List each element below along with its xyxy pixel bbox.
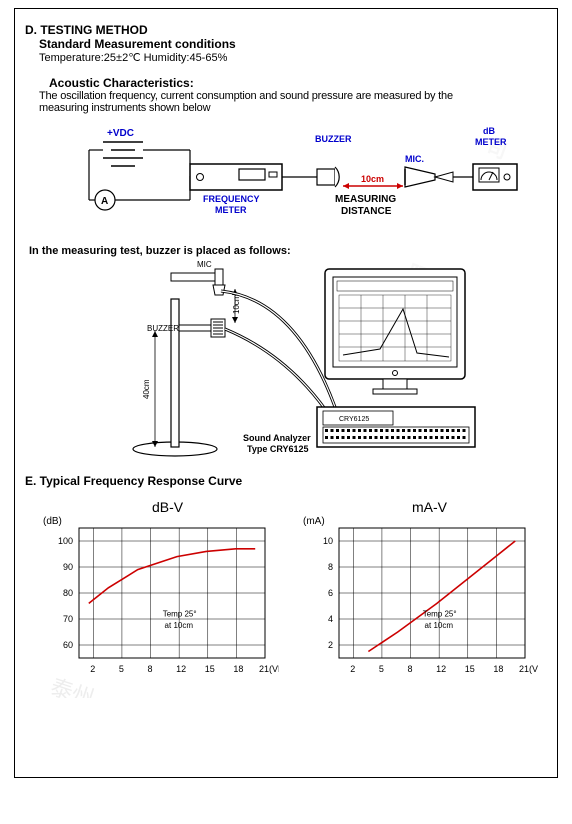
- svg-text:4: 4: [328, 614, 333, 624]
- svg-text:(mA): (mA): [303, 516, 325, 527]
- svg-text:10: 10: [323, 536, 333, 546]
- acoustic-heading: Acoustic Characteristics:: [49, 76, 547, 90]
- svg-text:BUZZER: BUZZER: [147, 324, 179, 333]
- svg-text:Temp 25°: Temp 25°: [423, 609, 457, 618]
- svg-text:Type CRY6125: Type CRY6125: [247, 444, 309, 454]
- svg-text:8: 8: [408, 664, 413, 674]
- svg-text:MIC: MIC: [197, 260, 212, 269]
- acoustic-desc-1: The oscillation frequency, current consu…: [39, 90, 547, 102]
- ma-v-chart: mA-V (mA) 2 4 6 8 10 2 5 8 12 15 18 21(V DC) Temp 25° a…: [299, 498, 539, 698]
- section-e-heading: E. Typical Frequency Response Curve: [25, 474, 547, 488]
- svg-text:90: 90: [63, 562, 73, 572]
- svg-text:60: 60: [63, 640, 73, 650]
- svg-text:at 10cm: at 10cm: [165, 621, 194, 630]
- svg-text:2: 2: [90, 664, 95, 674]
- svg-text:5: 5: [379, 664, 384, 674]
- std-meas-heading: Standard Measurement conditions: [39, 37, 547, 51]
- svg-text:(dB): (dB): [43, 516, 62, 527]
- svg-text:18: 18: [233, 664, 243, 674]
- svg-text:MIC.: MIC.: [405, 154, 424, 164]
- svg-text:MEASURING: MEASURING: [335, 194, 396, 205]
- svg-text:10cm: 10cm: [361, 174, 384, 184]
- svg-text:12: 12: [176, 664, 186, 674]
- svg-text:CRY6125: CRY6125: [339, 416, 369, 423]
- svg-text:Temp 25°: Temp 25°: [163, 609, 197, 618]
- svg-text:A: A: [101, 196, 108, 207]
- svg-text:泰州: 泰州: [47, 674, 97, 698]
- svg-text:6: 6: [328, 588, 333, 598]
- page-frame: D. TESTING METHOD Standard Measurement c…: [14, 8, 558, 778]
- svg-text:mA-V: mA-V: [412, 499, 448, 515]
- mic-icon: [405, 167, 435, 187]
- svg-text:METER: METER: [475, 137, 507, 147]
- svg-text:18: 18: [493, 664, 503, 674]
- svg-text:FREQUENCY: FREQUENCY: [203, 194, 260, 204]
- svg-text:8: 8: [148, 664, 153, 674]
- conditions-text: Temperature:25±2℃ Humidity:45-65%: [39, 51, 547, 64]
- svg-text:8: 8: [328, 562, 333, 572]
- svg-text:12: 12: [436, 664, 446, 674]
- svg-text:2: 2: [350, 664, 355, 674]
- svg-text:70: 70: [63, 614, 73, 624]
- svg-text:5: 5: [119, 664, 124, 674]
- svg-text:DISTANCE: DISTANCE: [341, 206, 392, 217]
- svg-text:15: 15: [205, 664, 215, 674]
- svg-text:21(V DC): 21(V DC): [519, 664, 539, 674]
- svg-text:METER: METER: [215, 205, 247, 215]
- section-d-heading: D. TESTING METHOD: [25, 23, 547, 37]
- buzzer-label: BUZZER: [315, 134, 352, 144]
- svg-text:40cm: 40cm: [142, 379, 151, 399]
- vdc-label: +VDC: [107, 128, 134, 139]
- svg-text:10cm: 10cm: [232, 294, 241, 314]
- svg-text:80: 80: [63, 588, 73, 598]
- measuring-test-text: In the measuring test, buzzer is placed …: [29, 245, 547, 257]
- svg-text:dB-V: dB-V: [152, 499, 184, 515]
- screen-grid-icon: [339, 295, 451, 361]
- acoustic-desc-2: measuring instruments shown below: [39, 102, 547, 114]
- measurement-diagram: 司 +VDC A FREQUENCY METER BUZZER: [25, 122, 545, 242]
- svg-text:Sound Analyzer: Sound Analyzer: [243, 433, 311, 443]
- setup-diagram: 限 MIC BUZZER 10cm 40cm: [25, 259, 545, 469]
- svg-text:2: 2: [328, 640, 333, 650]
- db-v-chart: 泰州 dB-V (dB) 60 70 80 90 100 2 5 8 12 15 18 21(VDC) Tem…: [39, 498, 279, 698]
- buzzer-icon: [317, 169, 335, 185]
- svg-text:21(VDC): 21(VDC): [259, 664, 279, 674]
- svg-text:15: 15: [465, 664, 475, 674]
- svg-text:100: 100: [58, 536, 73, 546]
- svg-text:dB: dB: [483, 126, 495, 136]
- svg-text:at 10cm: at 10cm: [425, 621, 454, 630]
